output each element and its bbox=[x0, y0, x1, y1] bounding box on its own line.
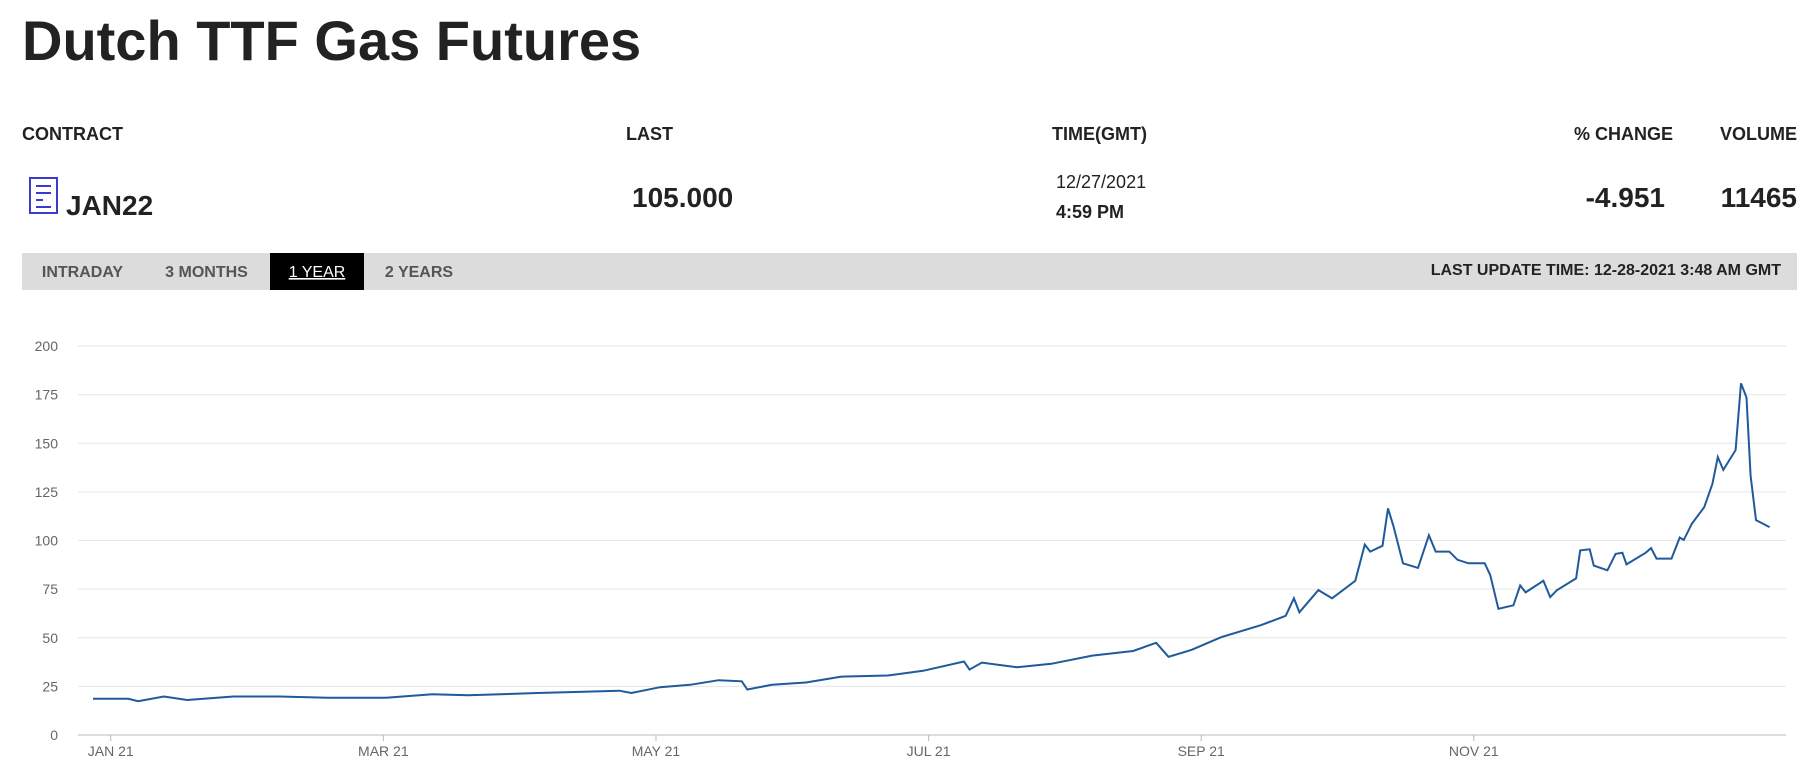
tab[interactable]: 2 YEARS bbox=[385, 264, 454, 281]
x-tick-label: SEP 21 bbox=[1178, 743, 1225, 759]
y-tick-label: 100 bbox=[35, 533, 59, 549]
x-tick-label: JAN 21 bbox=[88, 743, 134, 759]
page-title: Dutch TTF Gas Futures bbox=[22, 9, 641, 72]
percent-change: -4.951 bbox=[1586, 182, 1665, 213]
trade-date: 12/27/2021 bbox=[1056, 172, 1146, 192]
column-header: % CHANGE bbox=[1574, 124, 1673, 144]
x-tick-label: MAR 21 bbox=[358, 743, 409, 759]
column-header: VOLUME bbox=[1720, 124, 1797, 144]
y-tick-label: 200 bbox=[35, 338, 59, 354]
price-line bbox=[93, 382, 1771, 703]
y-tick-label: 25 bbox=[42, 678, 58, 694]
y-tick-label: 125 bbox=[35, 484, 59, 500]
contract: JAN22 bbox=[66, 190, 153, 221]
column-header: TIME(GMT) bbox=[1052, 124, 1147, 144]
last-price: 105.000 bbox=[632, 182, 733, 213]
x-tick-label: NOV 21 bbox=[1449, 743, 1499, 759]
y-tick-label: 150 bbox=[35, 435, 59, 451]
contract-icon bbox=[29, 177, 58, 214]
column-header: CONTRACT bbox=[22, 124, 123, 144]
tab[interactable]: 3 MONTHS bbox=[165, 264, 248, 281]
volume: 11465 bbox=[1721, 182, 1797, 213]
tab[interactable]: INTRADAY bbox=[42, 264, 124, 281]
last-update: LAST UPDATE TIME: 12-28-2021 3:48 AM GMT bbox=[1431, 262, 1782, 279]
tab-active-bg bbox=[270, 253, 364, 290]
x-tick-label: MAY 21 bbox=[632, 743, 681, 759]
y-tick-label: 175 bbox=[35, 387, 59, 403]
y-tick-label: 50 bbox=[42, 630, 58, 646]
tab[interactable]: 1 YEAR bbox=[289, 264, 346, 281]
x-tick-label: JUL 21 bbox=[907, 743, 951, 759]
trade-time: 4:59 PM bbox=[1056, 202, 1124, 222]
column-header: LAST bbox=[626, 124, 673, 144]
y-tick-label: 75 bbox=[42, 581, 58, 597]
y-tick-label: 0 bbox=[50, 727, 58, 743]
